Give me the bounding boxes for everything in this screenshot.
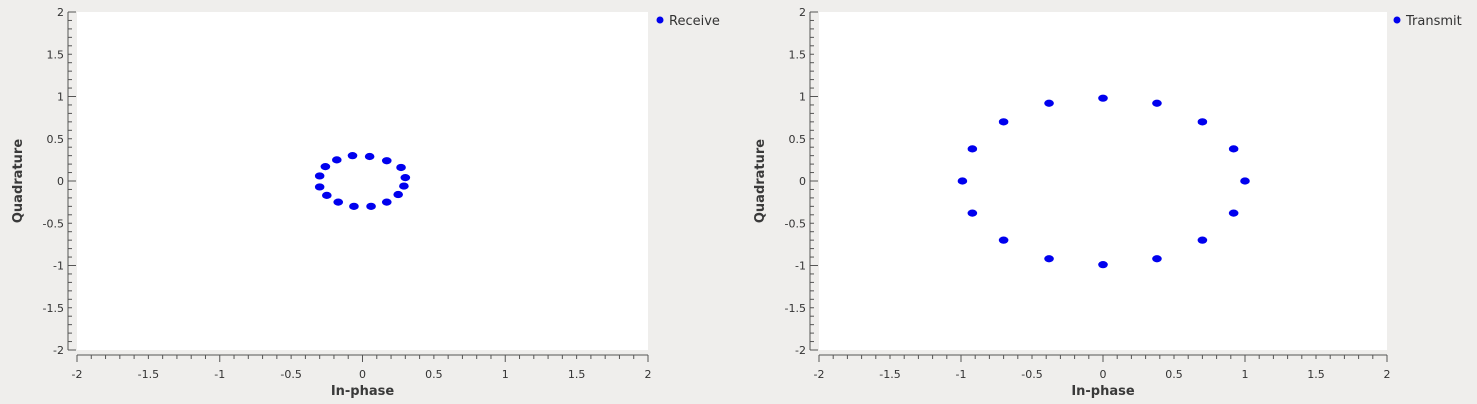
- legend-label: Transmit: [1405, 14, 1462, 29]
- data-point: [1228, 145, 1239, 153]
- x-tick-label: 1.5: [568, 368, 586, 381]
- data-point: [1152, 99, 1162, 107]
- data-point: [1197, 118, 1208, 126]
- data-point: [1044, 255, 1054, 263]
- data-point: [381, 198, 392, 206]
- y-tick-label: 1: [57, 91, 64, 104]
- y-tick-label: 1.5: [789, 48, 807, 61]
- x-tick-label: 1.5: [1307, 368, 1325, 381]
- y-tick-label: -1.5: [43, 302, 64, 315]
- data-point: [957, 177, 968, 185]
- data-point: [998, 236, 1009, 244]
- plot-area: [77, 12, 648, 350]
- y-tick-label: 0: [57, 175, 64, 188]
- y-axis-title: Quadrature: [11, 139, 26, 223]
- legend-marker: [1393, 16, 1401, 24]
- data-point: [1228, 209, 1239, 217]
- data-point: [314, 183, 325, 191]
- x-tick-label: -0.5: [280, 368, 301, 381]
- data-point: [393, 190, 403, 199]
- x-tick-label: -1.5: [879, 368, 900, 381]
- data-point: [333, 198, 344, 206]
- data-point: [998, 118, 1009, 126]
- data-point: [1098, 261, 1108, 269]
- x-tick-label: -1: [956, 368, 967, 381]
- data-point: [399, 182, 409, 190]
- x-tick-label: 1: [502, 368, 509, 381]
- data-point: [1152, 255, 1162, 263]
- x-tick-label: 0: [1100, 368, 1107, 381]
- legend-label: Receive: [669, 14, 720, 29]
- y-tick-label: -1: [53, 260, 64, 273]
- y-tick-label: 1: [799, 91, 806, 104]
- y-tick-label: -0.5: [785, 217, 806, 230]
- data-point: [967, 145, 978, 153]
- plot-panel: 2 1.5 1 0.5 0 -0.5 -1 -1.5 -2 -2 -1.5 -1 -0.5 0 0.5 1 1.…: [753, 6, 1462, 399]
- data-point: [396, 163, 406, 172]
- x-axis-title: In-phase: [1071, 384, 1135, 399]
- data-point: [1098, 94, 1108, 102]
- x-tick-label: -2: [72, 368, 83, 381]
- y-tick-label: 0.5: [47, 133, 65, 146]
- y-tick-label: 2: [57, 6, 64, 19]
- y-tick-label: 0.5: [789, 133, 807, 146]
- x-tick-label: -1: [214, 368, 225, 381]
- data-point: [364, 152, 375, 161]
- x-tick-label: -1.5: [138, 368, 159, 381]
- y-tick-label: 1.5: [47, 48, 65, 61]
- y-tick-label: 0: [799, 175, 806, 188]
- data-point: [381, 157, 392, 165]
- x-axis-title: In-phase: [331, 384, 395, 399]
- plot-area: [819, 12, 1387, 350]
- legend-marker: [656, 16, 664, 24]
- data-point: [1240, 177, 1250, 185]
- y-tick-label: 2: [799, 6, 806, 19]
- data-point: [320, 163, 331, 171]
- data-point: [400, 174, 411, 182]
- y-tick-label: -0.5: [43, 217, 64, 230]
- data-point: [1044, 99, 1054, 107]
- data-point: [314, 172, 325, 180]
- x-tick-label: 2: [645, 368, 652, 381]
- x-tick-label: 2: [1384, 368, 1391, 381]
- x-tick-label: -0.5: [1021, 368, 1042, 381]
- x-tick-label: 1: [1242, 368, 1249, 381]
- y-tick-label: -1: [795, 260, 806, 273]
- x-tick-label: -2: [814, 368, 825, 381]
- data-point: [322, 191, 332, 199]
- y-tick-label: -2: [53, 344, 64, 357]
- data-point: [349, 202, 359, 210]
- data-point: [1197, 236, 1208, 244]
- plot-panel: 2 1.5 1 0.5 0 -0.5 -1 -1.5 -2 -2 -1.5 -1 -0.5 0 0.5 1 1.…: [11, 6, 720, 399]
- x-tick-label: 0.5: [1165, 368, 1183, 381]
- data-point: [332, 156, 342, 164]
- data-point: [366, 202, 376, 210]
- y-axis-title: Quadrature: [753, 139, 768, 223]
- y-tick-label: -2: [795, 344, 806, 357]
- data-point: [967, 209, 978, 217]
- x-tick-label: 0: [359, 368, 366, 381]
- y-tick-label: -1.5: [785, 302, 806, 315]
- x-tick-label: 0.5: [425, 368, 443, 381]
- data-point: [347, 152, 358, 160]
